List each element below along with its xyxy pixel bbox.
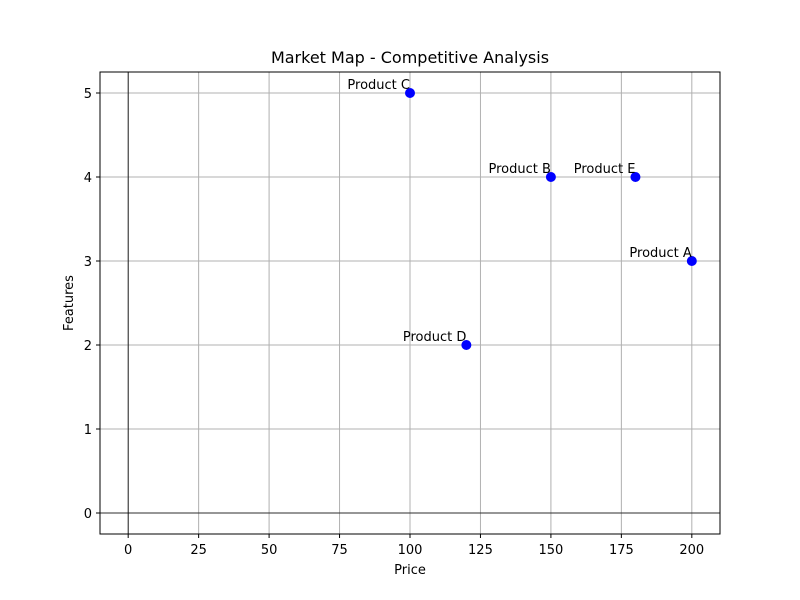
x-tick-label: 100 [398, 543, 423, 558]
y-tick-label: 4 [84, 171, 92, 186]
point-label: Product B [488, 162, 550, 177]
y-tick-label: 3 [84, 255, 92, 270]
y-tick-label: 5 [84, 87, 92, 102]
scatter-point [405, 88, 415, 98]
point-label: Product D [403, 330, 467, 345]
y-tick-label: 1 [84, 423, 92, 438]
axis-ticks: 0 25 50 75 100 125 150 175 200 0 1 2 3 4 5 [84, 87, 705, 558]
y-tick-label: 2 [84, 339, 92, 354]
chart-title: Market Map - Competitive Analysis [271, 48, 549, 67]
data-points: Product A Product B Product C Product D Prod… [347, 78, 697, 350]
point-label: Product C [347, 78, 410, 93]
scatter-point [545, 172, 556, 182]
point-label: Product A [629, 246, 691, 261]
y-tick-label: 0 [84, 507, 92, 522]
x-tick-label: 200 [679, 543, 704, 558]
x-tick-label: 0 [124, 543, 132, 558]
x-tick-label: 150 [538, 543, 563, 558]
x-tick-label: 50 [261, 543, 278, 558]
x-tick-label: 175 [609, 543, 634, 558]
scatter-point [686, 256, 697, 266]
reference-lines [100, 72, 720, 534]
scatter-point [630, 172, 641, 182]
y-axis-label: Features [62, 275, 77, 331]
x-axis-label: Price [394, 563, 426, 578]
x-tick-label: 75 [331, 543, 348, 558]
point-label: Product E [574, 162, 636, 177]
x-tick-label: 25 [190, 543, 207, 558]
x-tick-label: 125 [468, 543, 493, 558]
scatter-point [461, 340, 472, 350]
